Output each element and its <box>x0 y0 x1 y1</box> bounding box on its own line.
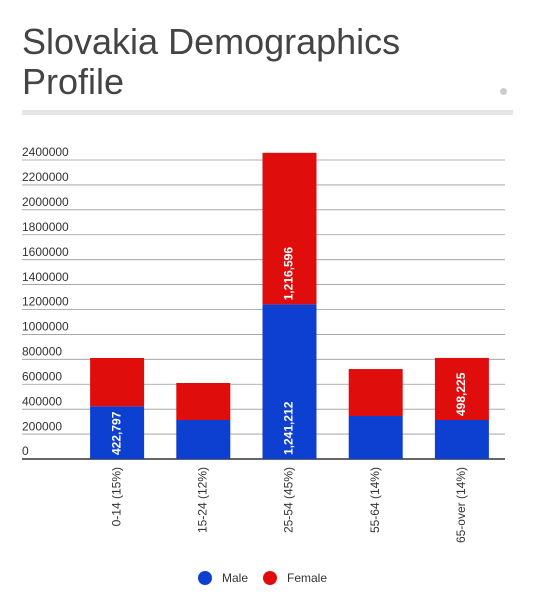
y-tick-label: 1400000 <box>22 270 69 284</box>
legend-marker <box>198 571 212 585</box>
value-label: 1,241,212 <box>282 401 296 455</box>
bar-segment <box>176 383 231 421</box>
menu-dot <box>500 88 507 95</box>
y-tick-label: 1000000 <box>22 320 69 334</box>
bar-segment <box>90 357 145 407</box>
bar-segment <box>176 420 231 459</box>
bar-segment <box>434 420 489 459</box>
y-tick-label: 1200000 <box>22 295 69 309</box>
y-tick-label: 200000 <box>22 419 62 433</box>
x-tick-label: 55-64 (14%) <box>368 467 382 533</box>
value-label: 498,225 <box>454 372 468 416</box>
y-tick-label: 2400000 <box>22 145 69 159</box>
y-tick-label: 2200000 <box>22 170 69 184</box>
title-rule <box>22 110 513 115</box>
bar-segment <box>348 416 403 459</box>
bar-segment <box>262 152 317 305</box>
legend-label: Male <box>222 571 248 585</box>
y-tick-label: 400000 <box>22 394 62 408</box>
x-tick-label: 25-54 (45%) <box>282 467 296 533</box>
x-tick-label: 0-14 (15%) <box>109 467 123 526</box>
y-tick-label: 800000 <box>22 345 62 359</box>
bar-segment <box>90 406 145 459</box>
legend-marker <box>263 571 277 585</box>
value-label: 422,797 <box>109 411 123 455</box>
y-tick-label: 2000000 <box>22 195 69 209</box>
legend-label: Female <box>287 571 327 585</box>
x-tick-label: 15-24 (12%) <box>195 467 209 533</box>
value-label: 1,216,596 <box>282 247 296 301</box>
y-tick-label: 1800000 <box>22 220 69 234</box>
bar-segment <box>262 304 317 459</box>
x-tick-label: 65-over (14%) <box>454 467 468 543</box>
chart-title: Slovakia Demographics Profile <box>22 21 401 102</box>
y-tick-label: 0 <box>22 444 29 458</box>
y-tick-label: 1600000 <box>22 245 69 259</box>
bar-segment <box>348 369 403 417</box>
bar-segment <box>434 357 489 421</box>
y-tick-label: 600000 <box>22 369 62 383</box>
